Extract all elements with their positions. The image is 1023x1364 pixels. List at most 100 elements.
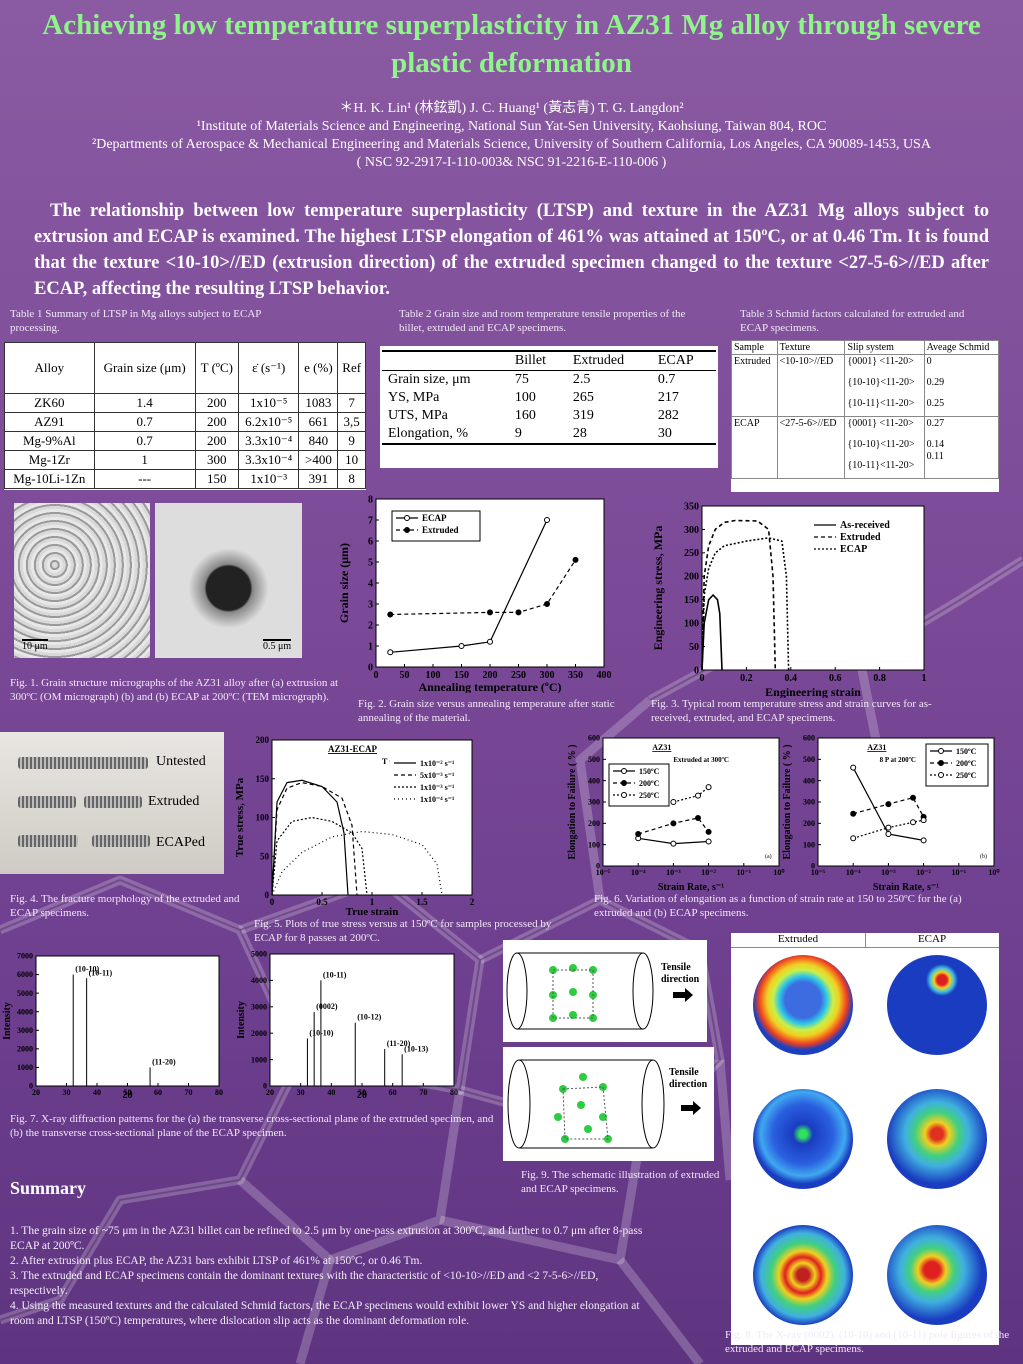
table3: Sample Texture Slip system Aveage Schmid… [731,340,1000,492]
table-row: ZK60 1.4 200 1x10⁻⁵ 1083 7 [4,393,366,413]
fig7b-chart: 20 30 40 50 60 70 80 0 1000 2000 3000 4000 5000 2θ Int… [234,948,460,1101]
pole-figure-extruded-0002 [753,955,853,1055]
legend-label: 1x10⁻² s⁻¹ [420,759,455,768]
author-block: ＊H. K. Lin¹ (林鉉凱) J. C. Huang¹ (黃志青) T. … [0,100,1023,172]
x-tick-label: 0.8 [873,673,886,684]
table-cell: 391 [298,469,339,489]
table-row: ECAP <27-5-6>//ED {0001} <11-20> {10-10}<… [731,416,1000,479]
table-header-cell: Grain size (μm) [93,342,196,394]
series-line [701,537,790,671]
table-header-cell: ε̇ (s⁻¹) [237,342,300,394]
table-cell: {0001} <11-20> {10-10}<11-20> {10-11}<11-2… [844,416,925,479]
table-cell: --- [93,469,196,489]
label-extruded: Extruded [148,794,200,809]
table-cell: 8 [337,469,366,489]
y-axis-label: Engineering stress, MPa [651,526,665,651]
x-tick-label: 1 [370,897,375,907]
table-cell: 3.3x10⁻⁴ [237,431,300,451]
x-tick-label: 250 [511,670,526,681]
table-cell: 1x10⁻⁵ [237,393,300,413]
xrd-extruded-chart: 20 30 40 50 60 70 80 0 1000 2000 3000 4000 5000 6000 7… [2,952,223,1101]
x-axis-label: Annealing temperature (ºC) [418,680,561,693]
table-header-cell: Extruded [572,353,625,368]
data-point [670,820,677,827]
table2: Billet Extruded ECAP Grain size, μm 75 2.5… [380,346,718,468]
data-point [885,831,892,837]
table-cell: 160 [514,408,536,423]
x-tick-label: 50 [124,1088,132,1097]
peak-label: (10-11) [323,970,347,979]
peak-label: (10-12) [357,1013,381,1022]
x-tick-label: 10⁻⁴ [846,868,861,877]
fig1-caption: Fig. 1. Grain structure micrographs of t… [10,677,339,703]
y-tick-label: 100 [588,840,600,849]
table-cell: 30 [657,426,672,441]
label-untested: Untested [156,754,206,769]
x-tick-label: 60 [389,1088,397,1097]
y-tick-label: 4000 [251,976,267,985]
plot-area [269,953,455,1087]
data-point [920,817,927,824]
true-stress-chart: 0 0.5 1 1.5 2 0 50 100 150 200 True strain True str… [234,735,475,918]
svg-text:Tensile: Tensile [661,962,691,973]
peak-label: (10-11) [89,968,113,977]
table-header-cell: Alloy [4,342,95,394]
series-line [271,816,368,896]
y-tick-label: 600 [588,734,600,743]
series-line [853,819,924,839]
legend-label: 5x10⁻³ s⁻¹ [420,771,455,780]
svg-text:direction: direction [661,974,700,985]
ecap-schematic: Tensile direction [503,1047,714,1161]
data-point [670,799,677,805]
table-cell: 200 [194,393,239,413]
legend-label: 150ºC [956,747,977,756]
fracture-photo: Untested Extruded ECAPed [0,732,224,874]
y-tick-label: 7 [368,515,373,526]
data-point [515,609,522,616]
pole-figure-ecap-1010 [887,1089,987,1189]
table-cell: 840 [298,431,339,451]
x-tick-label: 10⁻¹ [736,868,751,877]
fig5-caption: Fig. 5. Plots of true stress versus at 1… [254,918,552,944]
table-row: Mg-1Zr 1 300 3.3x10⁻⁴ >400 10 [4,450,366,470]
series-line [853,797,925,818]
x-axis-label: Strain Rate, s⁻¹ [658,882,724,892]
series-line [390,519,548,653]
y-tick-label: 250 [684,548,699,559]
slip-system: {10-10}<11-20> [847,439,915,450]
data-point [910,819,917,826]
fig3-chart: 0 0.2 0.4 0.6 0.8 1 0 50 100 150 200 250 300 350 Engin… [650,498,940,699]
peak-label: (10-10) [309,1028,333,1037]
table2-caption: Table 2 Grain size and room temperature … [399,308,686,334]
y-tick-label: 5000 [17,989,33,998]
x-tick-label: 60 [154,1088,162,1097]
fig7-caption: Fig. 7. X-ray diffraction patterns for t… [10,1113,494,1139]
fig6-caption: Fig. 6. Variation of elongation as a fun… [594,893,962,919]
table-header-cell [382,351,509,371]
table-cell: 100 [514,390,536,405]
x-tick-label: 300 [540,670,555,681]
table-cell: Extruded [731,354,778,417]
author-names: ＊H. K. Lin¹ (林鉉凱) J. C. Huang¹ (黃志青) T. … [339,101,684,116]
y-tick-label: 400 [803,776,815,785]
table-cell: 9 [337,431,366,451]
plot-area [35,955,220,1087]
y-tick-label: 300 [684,525,699,536]
table-cell: 7 [337,393,366,413]
extruded-specimen-left [18,796,76,808]
data-point [920,837,927,844]
table-row: YS, MPa 100 265 217 [382,389,716,407]
x-tick-label: 20 [266,1088,274,1097]
x-tick-label: 1.5 [416,897,428,907]
x-tick-label: 400 [597,670,612,681]
table-cell: <27-5-6>//ED [776,416,846,479]
legend-marker [621,768,627,774]
table-cell: UTS, MPa [388,408,448,423]
x-tick-label: 10⁻³ [666,868,681,877]
table-cell: ZK60 [4,393,95,413]
schmid-value: 0.25 [926,398,945,409]
table-cell: 1 [93,450,196,470]
table-cell: 3.3x10⁻⁴ [237,450,300,470]
legend-label: As-received [840,520,890,531]
y-axis-label: True stress, MPa [234,777,246,857]
